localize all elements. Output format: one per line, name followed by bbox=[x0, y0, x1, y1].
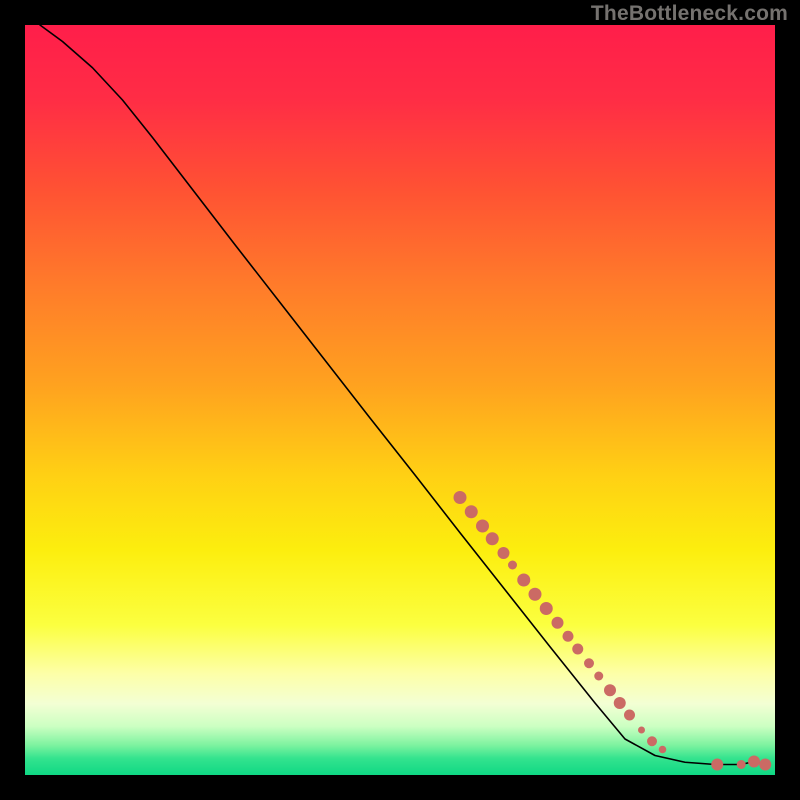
data-point bbox=[563, 631, 574, 642]
data-point bbox=[711, 759, 723, 771]
data-point bbox=[759, 759, 771, 771]
data-point bbox=[647, 736, 657, 746]
data-point bbox=[638, 727, 645, 734]
data-point bbox=[659, 746, 667, 754]
data-point bbox=[624, 710, 635, 721]
data-point bbox=[454, 491, 467, 504]
bottleneck-chart bbox=[0, 0, 800, 800]
data-point bbox=[748, 756, 760, 768]
data-point bbox=[476, 520, 489, 533]
data-point bbox=[614, 697, 626, 709]
data-point bbox=[540, 602, 553, 615]
data-point bbox=[572, 644, 583, 655]
data-point bbox=[486, 532, 499, 545]
data-point bbox=[517, 574, 530, 587]
gradient-background bbox=[25, 25, 775, 775]
data-point bbox=[737, 760, 746, 769]
data-point bbox=[498, 547, 510, 559]
data-point bbox=[465, 505, 478, 518]
stage: TheBottleneck.com bbox=[0, 0, 800, 800]
data-point bbox=[604, 684, 616, 696]
data-point bbox=[508, 561, 517, 570]
data-point bbox=[552, 617, 564, 629]
data-point bbox=[529, 588, 542, 601]
data-point bbox=[584, 658, 594, 668]
data-point bbox=[594, 672, 603, 681]
